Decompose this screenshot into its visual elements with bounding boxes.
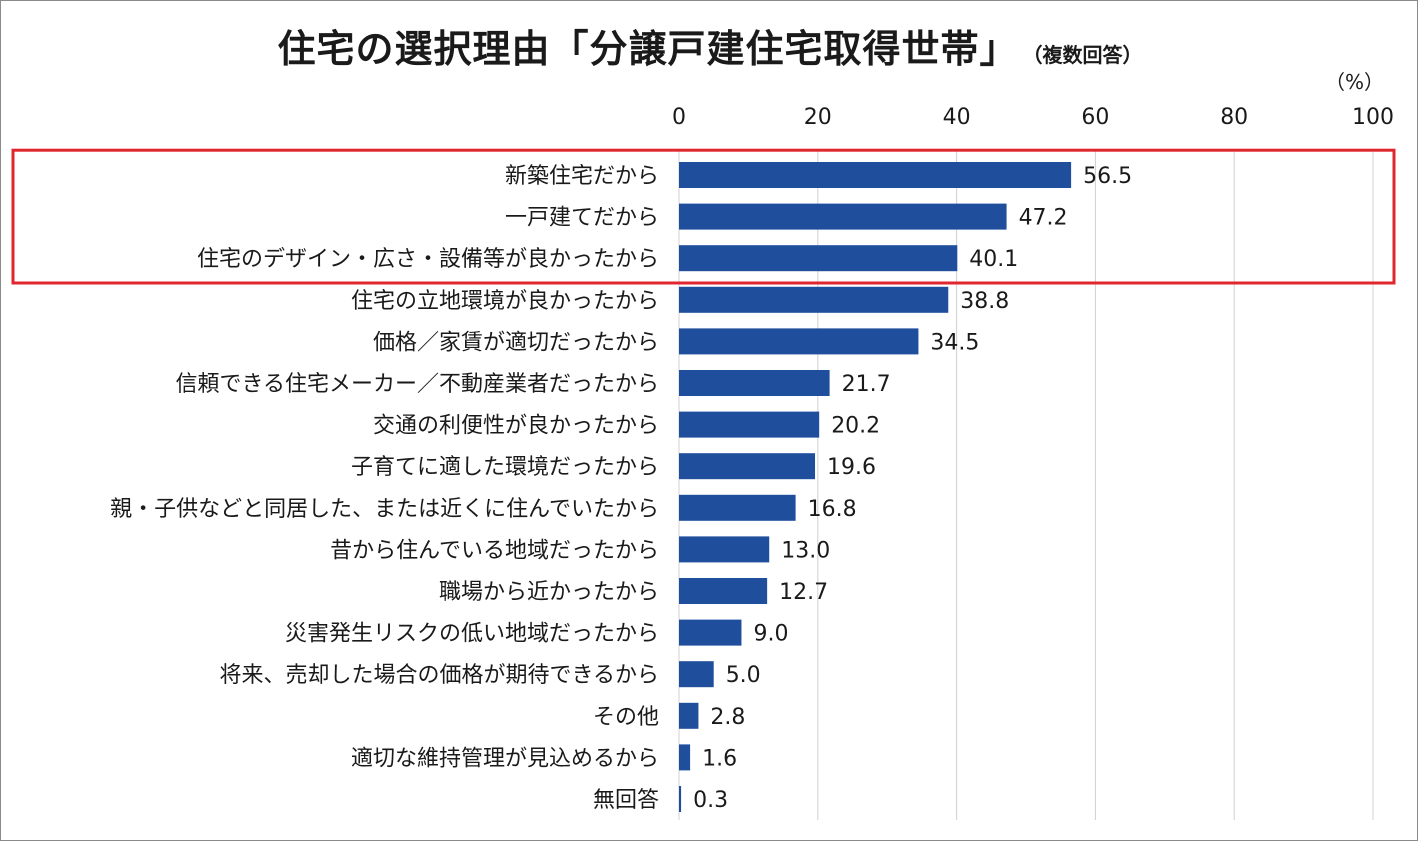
- category-label: 信頼できる住宅メーカー／不動産業者だったから: [175, 372, 659, 397]
- category-label: 無回答: [593, 788, 659, 813]
- value-label: 40.1: [969, 247, 1018, 272]
- bar: [679, 162, 1072, 188]
- category-label: 災害発生リスクの低い地域だったから: [285, 622, 659, 647]
- x-tick-label: 80: [1220, 105, 1248, 130]
- value-label: 38.8: [960, 289, 1009, 314]
- bar: [679, 702, 699, 729]
- bar: [679, 453, 816, 480]
- highlight-box: [11, 148, 1396, 285]
- value-label: 13.0: [781, 538, 830, 563]
- category-label: その他: [593, 705, 659, 730]
- category-label: 職場から近かったから: [439, 580, 659, 605]
- category-label: 将来、売却した場合の価格が期待できるから: [219, 663, 659, 688]
- chart-title-block: 住宅の選択理由「分譲戸建住宅取得世帯」 （複数回答）: [0, 18, 1420, 73]
- value-label: 12.7: [779, 580, 828, 605]
- value-label: 5.0: [726, 663, 761, 688]
- category-label: 子育てに適した環境だったから: [351, 455, 659, 480]
- category-label: 新築住宅だから: [505, 164, 659, 189]
- x-tick-label: 20: [804, 105, 832, 130]
- category-label: 価格／家賃が適切だったから: [373, 330, 659, 355]
- bar: [679, 286, 949, 313]
- bar: [679, 786, 682, 812]
- x-tick-label: 40: [943, 105, 971, 130]
- category-label: 住宅の立地環境が良かったから: [351, 289, 659, 314]
- bar: [679, 536, 770, 563]
- bar: [679, 370, 830, 396]
- bar: [679, 744, 691, 771]
- value-label: 21.7: [842, 372, 891, 397]
- value-label: 16.8: [808, 497, 857, 522]
- bar: [679, 494, 796, 521]
- value-label: 47.2: [1019, 206, 1068, 231]
- category-label: 適切な維持管理が見込めるから: [351, 746, 659, 771]
- value-label: 20.2: [831, 414, 880, 439]
- x-tick-label: 100: [1352, 105, 1394, 130]
- bar: [679, 619, 742, 646]
- category-label: 親・子供などと同居した、または近くに住んでいたから: [110, 497, 659, 522]
- bar: [679, 245, 958, 272]
- category-label: 住宅のデザイン・広さ・設備等が良かったから: [197, 247, 659, 272]
- value-label: 9.0: [753, 622, 788, 647]
- category-label: 一戸建てだから: [505, 206, 659, 231]
- value-label: 19.6: [827, 455, 876, 480]
- x-tick-label: 0: [672, 105, 686, 130]
- value-label: 34.5: [930, 330, 979, 355]
- bar: [679, 411, 820, 438]
- unit-label: （%）: [1324, 70, 1384, 94]
- value-label: 1.6: [702, 746, 737, 771]
- x-tick-label: 60: [1081, 105, 1109, 130]
- value-label: 0.3: [693, 788, 728, 813]
- category-label: 昔から住んでいる地域だったから: [330, 538, 659, 563]
- bar: [679, 578, 768, 604]
- bar: [679, 661, 714, 688]
- chart-note: （複数回答）: [1032, 43, 1143, 67]
- value-label: 2.8: [710, 705, 745, 730]
- bar: [679, 203, 1007, 230]
- bar: [679, 328, 919, 355]
- value-label: 56.5: [1083, 164, 1132, 189]
- category-label: 交通の利便性が良かったから: [373, 414, 659, 439]
- chart-title: 住宅の選択理由「分譲戸建住宅取得世帯」: [277, 27, 1019, 71]
